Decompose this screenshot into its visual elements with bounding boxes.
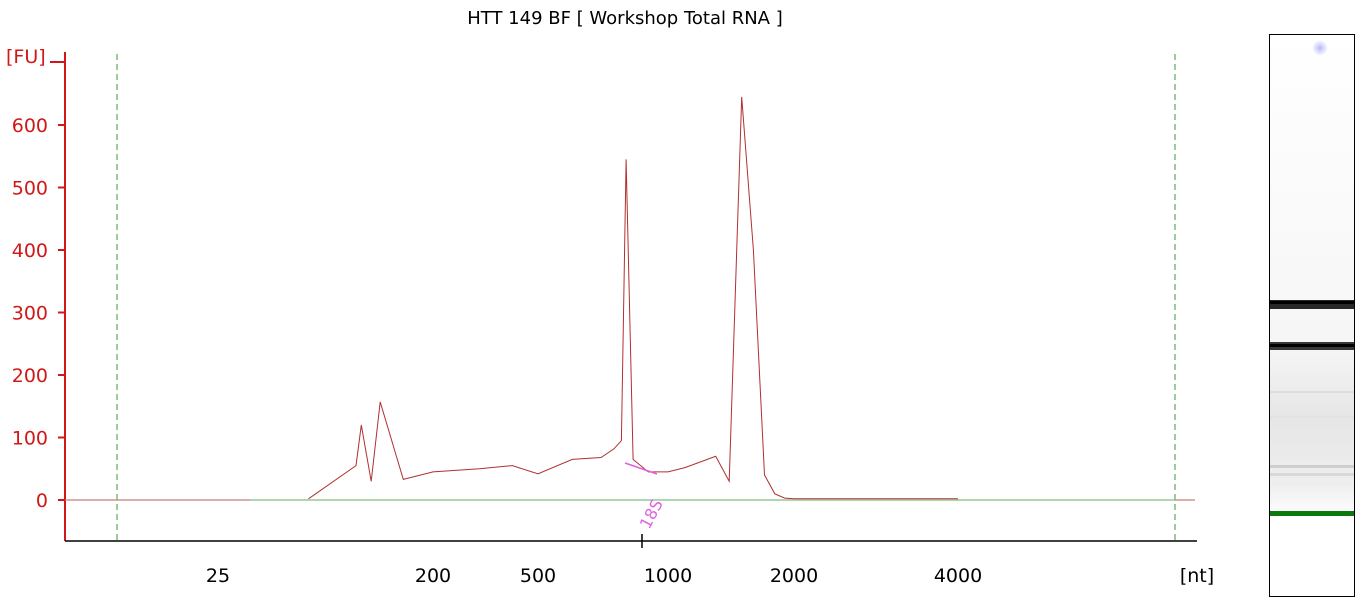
x-tick-label-25: 25 [206, 565, 230, 587]
18s-label: 18S [636, 496, 667, 532]
gel-lane-svg [1270, 35, 1354, 596]
y-axis: [FU] 0 100 200 300 400 500 600 [6, 46, 66, 541]
gel-band-28s [1270, 300, 1354, 309]
x-axis-unit-label: [nt] [1180, 565, 1214, 587]
gel-band-faint-1 [1270, 391, 1354, 393]
18s-peak-baseline [624, 462, 658, 475]
y-tick-label-600: 600 [12, 115, 48, 137]
gel-marker-band [1270, 511, 1354, 516]
gel-lane-image [1269, 34, 1355, 597]
x-tick-label-1000: 1000 [644, 565, 692, 587]
x-axis: 25 200 500 1000 2000 4000 [nt] [65, 534, 1214, 587]
chart-title: HTT 149 BF [ Workshop Total RNA ] [467, 8, 783, 29]
gel-band-faint-2 [1270, 416, 1354, 418]
y-tick-label-500: 500 [12, 178, 48, 200]
y-tick-label-100: 100 [12, 428, 48, 450]
y-tick-label-200: 200 [12, 365, 48, 387]
electropherogram-plot: HTT 149 BF [ Workshop Total RNA ] [FU] 0 1… [6, 8, 1214, 587]
y-axis-unit-label: [FU] [6, 46, 46, 68]
y-tick-label-400: 400 [12, 240, 48, 262]
y-tick-label-300: 300 [12, 303, 48, 325]
x-tick-label-200: 200 [415, 565, 451, 587]
gel-band-faint-4 [1270, 473, 1354, 476]
y-tick-label-0: 0 [36, 490, 48, 512]
x-tick-label-500: 500 [520, 565, 556, 587]
x-tick-label-2000: 2000 [770, 565, 818, 587]
gel-band-18s-core [1270, 344, 1354, 347]
gel-smear [1270, 35, 1354, 596]
x-tick-label-4000: 4000 [934, 565, 982, 587]
gel-well-spot [1312, 40, 1328, 56]
signal-trace [308, 96, 958, 500]
gel-band-faint-3 [1270, 465, 1354, 468]
gel-band-28s-core [1270, 301, 1354, 304]
